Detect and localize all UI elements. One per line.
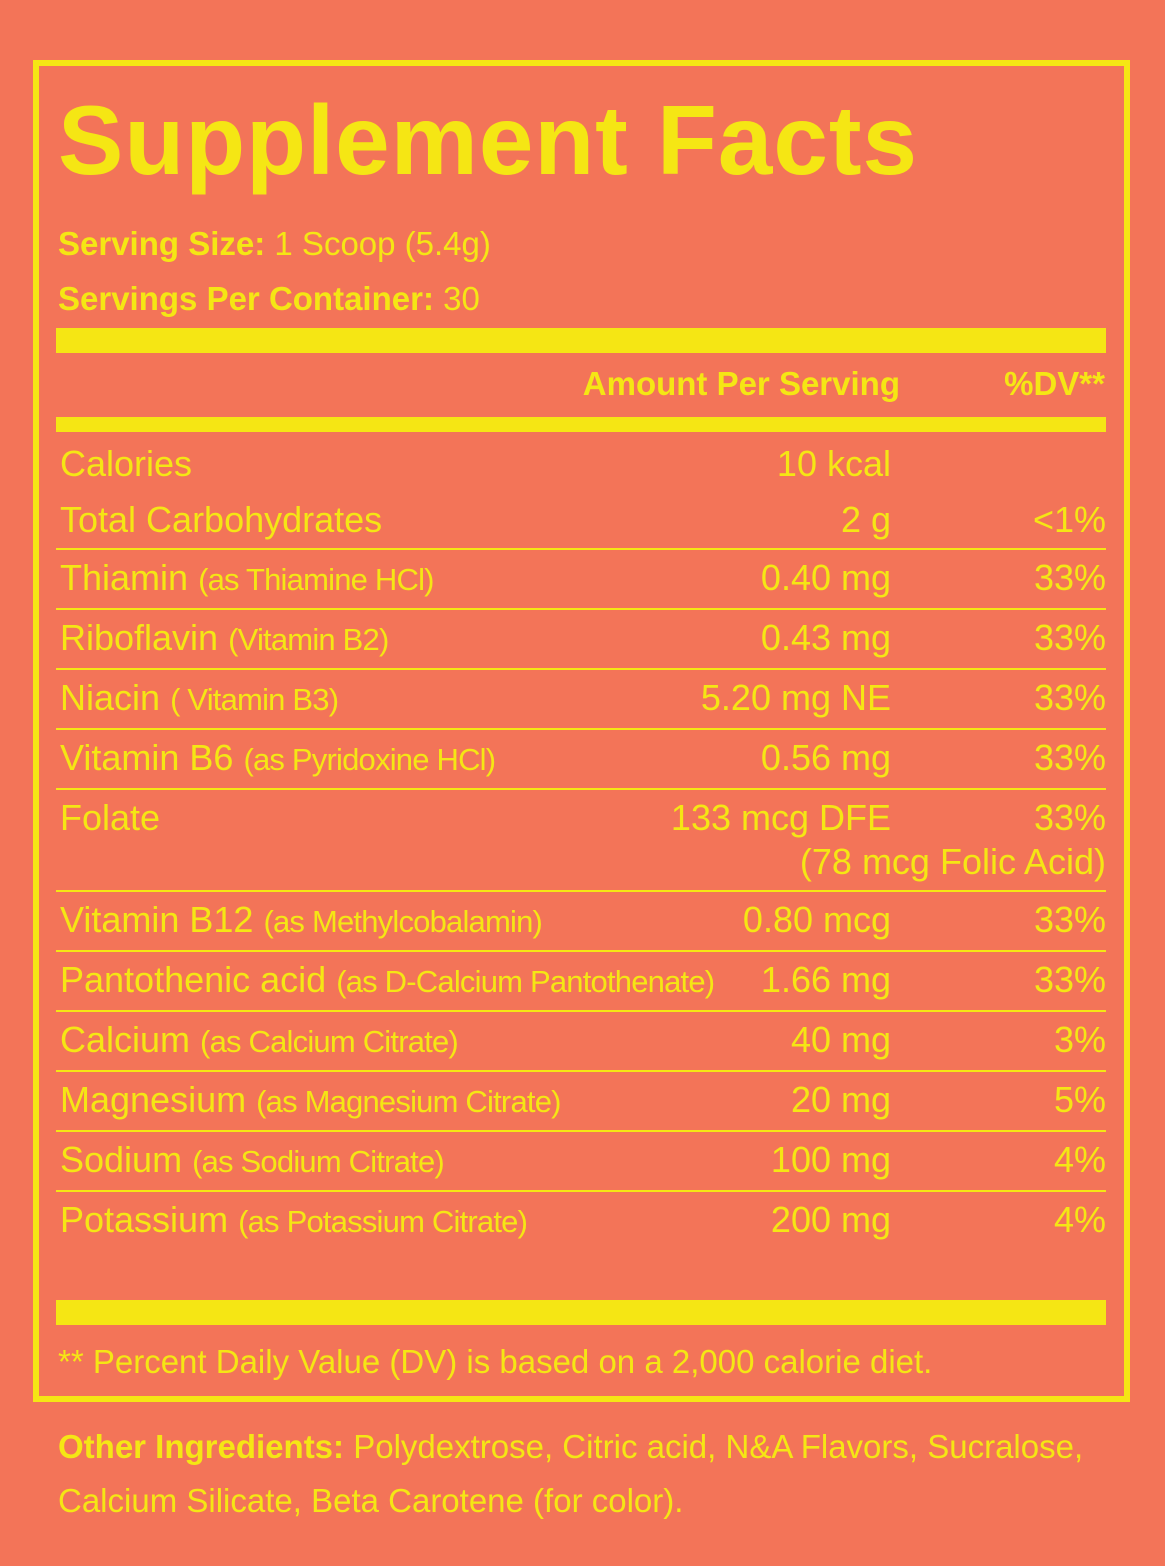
- nutrient-cell: Sodium (as Sodium Citrate): [60, 1138, 761, 1184]
- nutrient-name: Pantothenic acid: [60, 959, 327, 1000]
- nutrient-name: Niacin: [60, 677, 161, 718]
- serving-size-value: 1 Scoop (5.4g): [274, 225, 491, 262]
- nutrient-detail: ( Vitamin B3): [170, 682, 339, 717]
- nutrient-name: Potassium: [60, 1199, 229, 1240]
- nutrient-cell: Riboflavin (Vitamin B2): [60, 616, 751, 662]
- daily-value: 4%: [1053, 1139, 1106, 1180]
- servings-value: 30: [443, 280, 480, 317]
- nutrient-row: Total Carbohydrates 2 g <1%: [56, 492, 1106, 550]
- daily-value: 33%: [1033, 899, 1106, 940]
- nutrient-detail: (as Methylcobalamin): [263, 904, 543, 939]
- nutrient-cell: Vitamin B12 (as Methylcobalamin): [60, 898, 733, 944]
- nutrient-cell: Thiamin (as Thiamine HCl): [60, 556, 751, 602]
- nutrient-row: Thiamin (as Thiamine HCl) 0.40 mg 33%: [56, 550, 1106, 610]
- amount: 20 mg: [790, 1079, 891, 1120]
- amount: 10 kcal: [776, 443, 891, 484]
- nutrient-table: Calories 10 kcal Total Carbohydrates 2 g <1%…: [56, 436, 1106, 1250]
- servings-per-container: Servings Per Container: 30: [58, 279, 480, 319]
- nutrient-cell: Niacin ( Vitamin B3): [60, 676, 691, 722]
- nutrient-row: Folate 133 mcg DFE 33% (78 mcg Folic Acid): [56, 790, 1106, 892]
- daily-value: 33%: [1033, 737, 1106, 778]
- daily-value: 33%: [1033, 797, 1106, 838]
- table-header: Amount Per Serving %DV**: [58, 364, 1105, 404]
- serving-size: Serving Size: 1 Scoop (5.4g): [58, 224, 491, 264]
- nutrient-detail: (as D-Calcium Pantothenate): [336, 964, 715, 999]
- nutrient-name: Calcium: [60, 1019, 191, 1060]
- other-ingredients-value: Polydextrose, Citric acid, N&A Flavors, …: [58, 1428, 1084, 1519]
- amount: 5.20 mg NE: [700, 677, 891, 718]
- thick-rule: [56, 328, 1106, 353]
- other-ingredients: Other Ingredients: Polydextrose, Citric …: [58, 1420, 1118, 1528]
- nutrient-row: Pantothenic acid (as D-Calcium Pantothen…: [56, 952, 1106, 1012]
- nutrient-name: Sodium: [60, 1139, 183, 1180]
- amount: 0.40 mg: [760, 557, 891, 598]
- amount: 40 mg: [790, 1019, 891, 1060]
- nutrient-row: Calcium (as Calcium Citrate) 40 mg 3%: [56, 1012, 1106, 1072]
- nutrient-row: Magnesium (as Magnesium Citrate) 20 mg 5%: [56, 1072, 1106, 1132]
- nutrient-name: Thiamin: [60, 557, 189, 598]
- servings-label: Servings Per Container:: [58, 280, 434, 317]
- nutrient-cell: Magnesium (as Magnesium Citrate): [60, 1078, 781, 1124]
- nutrient-cell: Total Carbohydrates: [60, 498, 831, 542]
- daily-value: 33%: [1033, 677, 1106, 718]
- daily-value: <1%: [1032, 499, 1106, 540]
- title: Supplement Facts: [58, 85, 919, 195]
- nutrient-row: Potassium (as Potassium Citrate) 200 mg 4%: [56, 1192, 1106, 1250]
- nutrient-name: Vitamin B12: [60, 899, 254, 940]
- amount: 0.80 mcg: [742, 899, 891, 940]
- amount: 100 mg: [770, 1139, 891, 1180]
- nutrient-row: Riboflavin (Vitamin B2) 0.43 mg 33%: [56, 610, 1106, 670]
- footnote: ** Percent Daily Value (DV) is based on …: [58, 1343, 933, 1380]
- nutrient-cell: Vitamin B6 (as Pyridoxine HCl): [60, 736, 751, 782]
- nutrient-row: Calories 10 kcal: [56, 436, 1106, 492]
- nutrient-cell: Pantothenic acid (as D-Calcium Pantothen…: [60, 958, 751, 1004]
- nutrient-name: Total Carbohydrates: [60, 499, 383, 540]
- nutrient-row: Niacin ( Vitamin B3) 5.20 mg NE 33%: [56, 670, 1106, 730]
- nutrient-name: Riboflavin: [60, 617, 219, 658]
- daily-value: 33%: [1033, 617, 1106, 658]
- amount-note: (78 mcg Folic Acid): [799, 841, 1106, 882]
- daily-value: 4%: [1053, 1199, 1106, 1240]
- amount: 200 mg: [770, 1199, 891, 1240]
- nutrient-row: Sodium (as Sodium Citrate) 100 mg 4%: [56, 1132, 1106, 1192]
- nutrient-name: Calories: [60, 443, 193, 484]
- nutrient-detail: (as Calcium Citrate): [200, 1024, 459, 1059]
- daily-value: 33%: [1033, 959, 1106, 1000]
- daily-value: 33%: [1033, 557, 1106, 598]
- nutrient-detail: (Vitamin B2): [228, 622, 389, 657]
- other-ingredients-label: Other Ingredients:: [58, 1428, 345, 1465]
- amount: 0.56 mg: [760, 737, 891, 778]
- nutrient-detail: (as Magnesium Citrate): [256, 1084, 561, 1119]
- dv-header: %DV**: [1004, 365, 1105, 402]
- amount: 133 mcg DFE: [670, 797, 891, 838]
- nutrient-name: Vitamin B6: [60, 737, 234, 778]
- amount-header: Amount Per Serving: [582, 365, 900, 402]
- serving-size-label: Serving Size:: [58, 225, 266, 262]
- daily-value: 5%: [1053, 1079, 1106, 1120]
- nutrient-cell: Calories: [60, 442, 767, 486]
- amount: 1.66 mg: [760, 959, 891, 1000]
- nutrient-row: Vitamin B12 (as Methylcobalamin) 0.80 mcg…: [56, 892, 1106, 952]
- nutrient-detail: (as Potassium Citrate): [238, 1204, 528, 1239]
- daily-value: 3%: [1053, 1019, 1106, 1060]
- amount: 0.43 mg: [760, 617, 891, 658]
- nutrient-cell: Folate: [60, 796, 661, 840]
- nutrient-detail: (as Pyridoxine HCl): [243, 742, 496, 777]
- nutrient-cell: Calcium (as Calcium Citrate): [60, 1018, 781, 1064]
- nutrient-detail: (as Sodium Citrate): [192, 1144, 445, 1179]
- nutrient-name: Magnesium: [60, 1079, 247, 1120]
- amount: 2 g: [840, 499, 891, 540]
- header-rule: [56, 417, 1106, 432]
- daily-value-empty: [901, 442, 1106, 486]
- nutrient-cell: Potassium (as Potassium Citrate): [60, 1198, 761, 1244]
- nutrient-detail: (as Thiamine HCl): [198, 562, 434, 597]
- nutrient-row: Vitamin B6 (as Pyridoxine HCl) 0.56 mg 33%: [56, 730, 1106, 790]
- nutrient-name: Folate: [60, 797, 161, 838]
- label-border: [33, 60, 1130, 1402]
- bottom-rule: [56, 1300, 1106, 1325]
